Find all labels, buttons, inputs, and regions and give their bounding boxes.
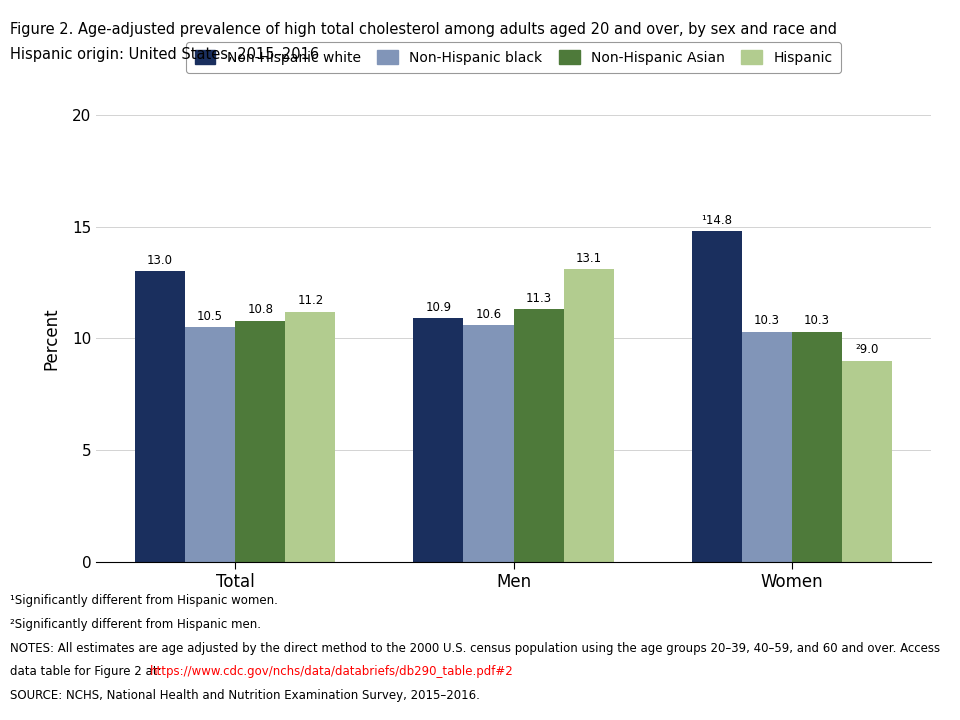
- Text: 10.3: 10.3: [804, 314, 830, 327]
- Bar: [235, 320, 285, 562]
- Text: NOTES: All estimates are age adjusted by the direct method to the 2000 U.S. cens: NOTES: All estimates are age adjusted by…: [10, 642, 940, 654]
- Text: ¹14.8: ¹14.8: [702, 214, 732, 227]
- Text: 13.1: 13.1: [576, 252, 602, 265]
- Bar: [514, 310, 564, 562]
- Bar: [742, 332, 792, 562]
- Y-axis label: Percent: Percent: [43, 307, 60, 369]
- Text: 10.6: 10.6: [475, 307, 502, 320]
- Bar: [792, 332, 842, 562]
- Text: Figure 2. Age-adjusted prevalence of high total cholesterol among adults aged 20: Figure 2. Age-adjusted prevalence of hig…: [10, 22, 836, 37]
- Bar: [464, 325, 514, 562]
- Text: 10.9: 10.9: [425, 301, 451, 314]
- Bar: [285, 312, 335, 562]
- Text: Hispanic origin: United States, 2015–2016: Hispanic origin: United States, 2015–201…: [10, 47, 319, 62]
- Text: 10.3: 10.3: [754, 314, 780, 327]
- Text: SOURCE: NCHS, National Health and Nutrition Examination Survey, 2015–2016.: SOURCE: NCHS, National Health and Nutrit…: [10, 689, 479, 702]
- Bar: [564, 269, 613, 562]
- Bar: [414, 318, 464, 562]
- Legend: Non-Hispanic white, Non-Hispanic black, Non-Hispanic Asian, Hispanic: Non-Hispanic white, Non-Hispanic black, …: [186, 42, 841, 73]
- Text: 11.3: 11.3: [525, 292, 552, 305]
- Bar: [185, 327, 235, 562]
- Bar: [842, 361, 892, 562]
- Text: 10.5: 10.5: [197, 310, 223, 323]
- Text: ¹Significantly different from Hispanic women.: ¹Significantly different from Hispanic w…: [10, 594, 277, 607]
- Text: https://www.cdc.gov/nchs/data/databriefs/db290_table.pdf#2: https://www.cdc.gov/nchs/data/databriefs…: [150, 665, 514, 678]
- Text: 11.2: 11.2: [298, 294, 324, 307]
- Bar: [692, 231, 742, 562]
- Bar: [135, 271, 185, 562]
- Text: ²9.0: ²9.0: [855, 343, 878, 356]
- Text: ²Significantly different from Hispanic men.: ²Significantly different from Hispanic m…: [10, 618, 260, 631]
- Text: 13.0: 13.0: [147, 254, 173, 267]
- Text: data table for Figure 2 at:: data table for Figure 2 at:: [10, 665, 165, 678]
- Text: 10.8: 10.8: [248, 303, 274, 316]
